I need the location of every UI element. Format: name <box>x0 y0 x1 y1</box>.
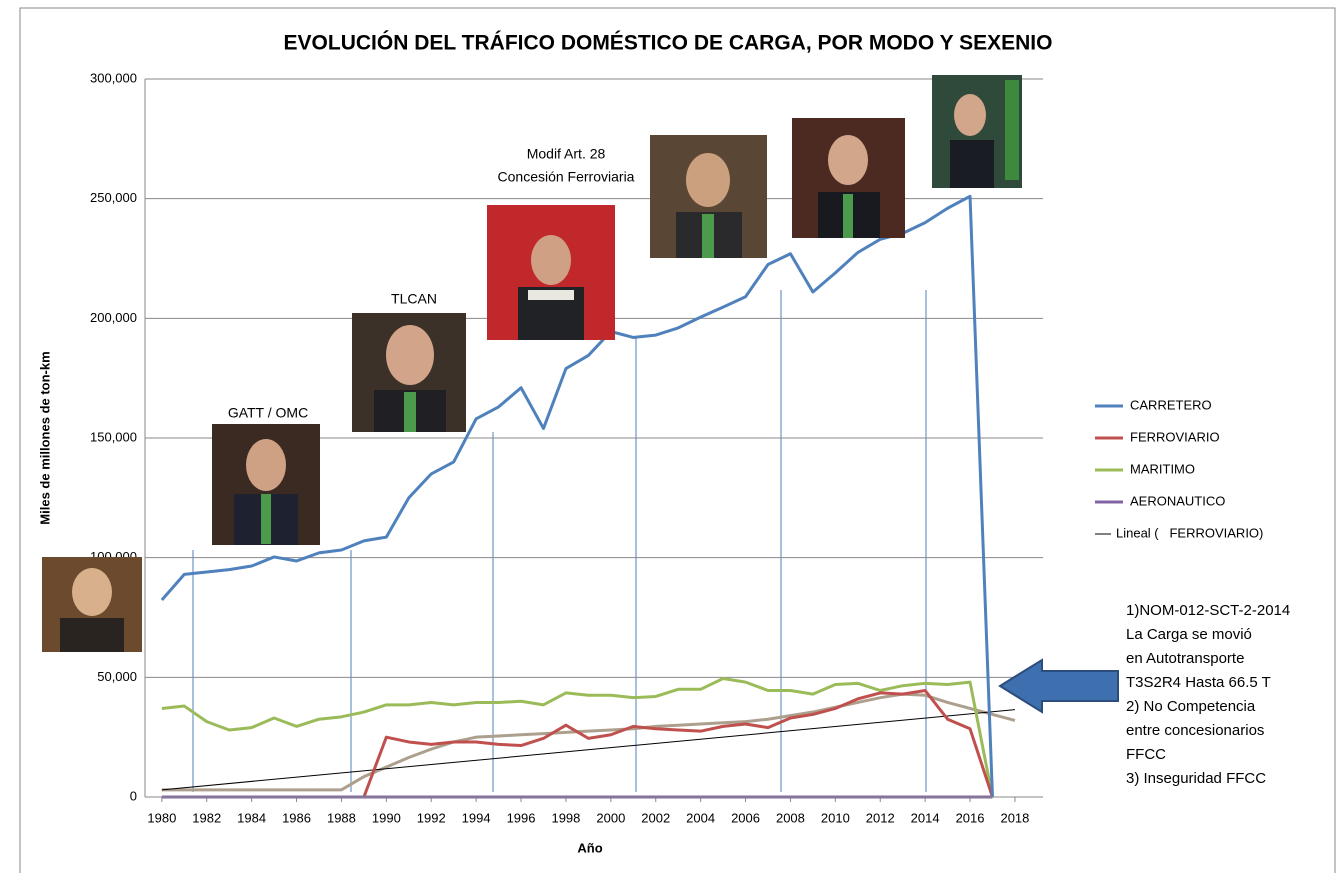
x-tick-label: 1980 <box>147 810 176 825</box>
x-tick-label: 1982 <box>192 810 221 825</box>
portrait <box>487 205 615 340</box>
portrait <box>792 118 905 238</box>
series-line <box>362 688 994 798</box>
y-tick-label: 300,000 <box>90 70 137 85</box>
note-line: FFCC <box>1126 746 1166 763</box>
note-line: T3S2R4 Hasta 66.5 T <box>1126 674 1271 691</box>
x-tick-label: 2018 <box>1000 810 1029 825</box>
series-line <box>161 677 994 798</box>
series-line <box>160 194 994 798</box>
x-tick-label: 1992 <box>417 810 446 825</box>
y-tick-label: 200,000 <box>90 310 137 325</box>
portrait <box>42 557 142 652</box>
series-line <box>161 709 1015 791</box>
note-line: 2) No Competencia <box>1126 698 1256 715</box>
x-tick-label: 2012 <box>866 810 895 825</box>
annotation: Modif Art. 28 <box>527 146 606 162</box>
x-tick-label: 1984 <box>237 810 266 825</box>
legend-label: Lineal ( FERROVIARIO) <box>1116 525 1263 540</box>
portrait <box>352 313 466 432</box>
x-tick-label: 1998 <box>551 810 580 825</box>
x-tick-label: 2000 <box>596 810 625 825</box>
note-box: 1)NOM-012-SCT-2-2014 La Carga se movió en … <box>1126 602 1290 787</box>
note-line: entre concesionarios <box>1126 722 1264 739</box>
annotation: TLCAN <box>391 291 437 307</box>
legend-label: CARRETERO <box>1130 397 1212 412</box>
legend-label: MARITIMO <box>1130 461 1195 476</box>
x-tick-label: 1986 <box>282 810 311 825</box>
y-tick-label: 250,000 <box>90 190 137 205</box>
x-tick-label: 2008 <box>776 810 805 825</box>
note-line: en Autotransporte <box>1126 650 1244 667</box>
x-tick-label: 2006 <box>731 810 760 825</box>
x-tick-label: 2010 <box>821 810 850 825</box>
portrait <box>650 135 767 258</box>
x-tick-label: 2016 <box>956 810 985 825</box>
x-tick-label: 2002 <box>641 810 670 825</box>
portraits <box>42 75 1022 652</box>
y-tick-label: 0 <box>130 788 137 803</box>
callout-arrow <box>998 658 1119 714</box>
legend-label: AERONAUTICO <box>1130 493 1225 508</box>
note-line: 1)NOM-012-SCT-2-2014 <box>1126 602 1290 619</box>
legend-label: FERROVIARIO <box>1130 429 1220 444</box>
x-axis-label: Año <box>577 840 602 855</box>
note-line: 3) Inseguridad FFCC <box>1126 770 1266 787</box>
x-tick-label: 1994 <box>462 810 491 825</box>
x-tick-label: 2014 <box>911 810 940 825</box>
x-tick-label: 1988 <box>327 810 356 825</box>
annotation: GATT / OMC <box>228 405 308 421</box>
y-tick-label: 150,000 <box>90 429 137 444</box>
x-tick-label: 2004 <box>686 810 715 825</box>
sexenio-markers <box>192 290 927 792</box>
chart-title: EVOLUCIÓN DEL TRÁFICO DOMÉSTICO DE CARGA… <box>284 31 1053 55</box>
y-axis-label: Miles de millones de ton-km <box>37 351 52 524</box>
y-tick-label: 50,000 <box>97 669 137 684</box>
x-tick-label: 1990 <box>372 810 401 825</box>
portrait <box>212 424 320 545</box>
note-line: La Carga se movió <box>1126 626 1252 643</box>
annotation: Concesión Ferroviaria <box>498 169 635 185</box>
portrait <box>932 75 1022 188</box>
x-tick-label: 1996 <box>507 810 536 825</box>
series-line <box>161 692 1016 792</box>
